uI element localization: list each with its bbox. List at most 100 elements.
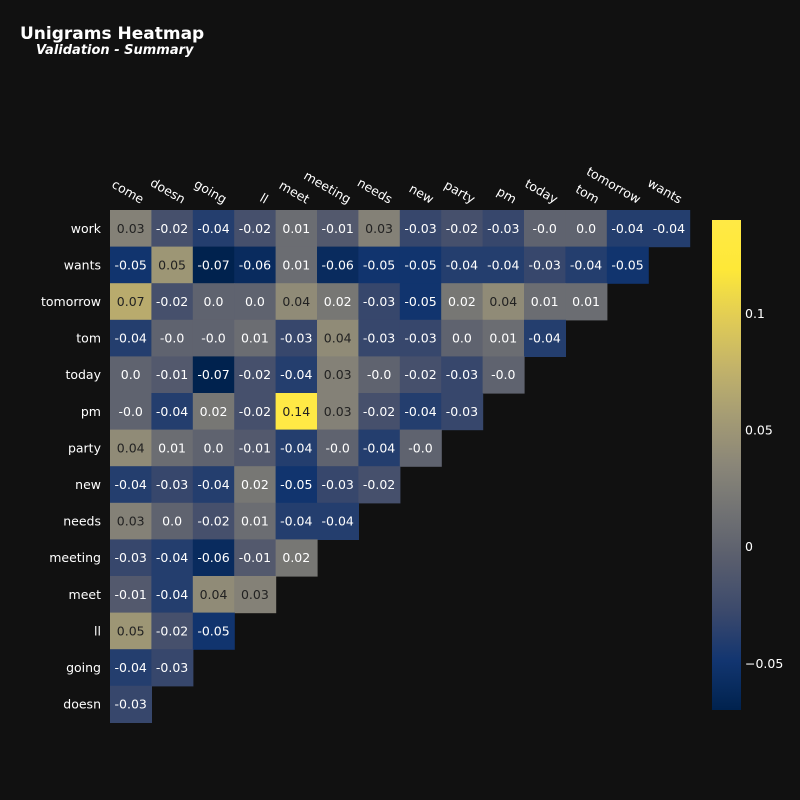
heatmap-cell: [317, 319, 359, 357]
cell-value-label: -0.02: [363, 477, 395, 492]
cell-value-label: -0.02: [156, 623, 188, 638]
heatmap-cell: [524, 210, 566, 248]
heatmap-cell: [151, 576, 194, 614]
cell-value-label: -0.02: [363, 404, 395, 419]
row-label: wants: [64, 257, 101, 272]
heatmap-cell: [110, 210, 152, 248]
heatmap-cell: [399, 356, 442, 394]
heatmap-cell: [192, 393, 235, 431]
heatmap-cell: [151, 356, 194, 394]
cell-value-label: -0.03: [529, 257, 561, 272]
heatmap-cell: [524, 283, 566, 321]
heatmap-cell: [192, 466, 235, 504]
cell-value-label: -0.04: [280, 367, 312, 382]
heatmap-cell: [192, 539, 235, 577]
heatmap-cell: [275, 246, 318, 284]
heatmap-cell: [110, 612, 152, 650]
cell-value-label: -0.03: [363, 294, 395, 309]
column-label: going: [192, 176, 230, 206]
row-label: today: [65, 367, 101, 382]
cell-value-label: 0.04: [489, 294, 517, 309]
cell-value-label: 0.03: [324, 404, 352, 419]
heatmap-cell: [317, 283, 359, 321]
cell-value-label: 0.0: [121, 367, 141, 382]
heatmap-cell: [151, 502, 194, 540]
row-label: meet: [69, 587, 102, 602]
heatmap-cell: [317, 502, 359, 540]
cell-value-label: -0.07: [197, 367, 229, 382]
cell-value-label: 0.04: [117, 440, 145, 455]
heatmap-cell: [234, 393, 277, 431]
heatmap-cell: [399, 393, 442, 431]
cell-value-label: 0.01: [489, 331, 517, 346]
cell-value-label: -0.01: [239, 440, 271, 455]
cell-value-label: 0.0: [162, 514, 182, 529]
heatmap-cell: [358, 283, 401, 321]
column-label: party: [442, 177, 479, 207]
cell-value-label: -0.03: [156, 477, 188, 492]
colorbar-tick-label: 0.1: [745, 306, 765, 321]
cell-value-label: -0.0: [491, 367, 515, 382]
row-label: doesn: [63, 697, 101, 712]
heatmap-cell: [358, 210, 401, 248]
cell-value-label: -0.04: [446, 257, 478, 272]
heatmap-cell: [482, 319, 525, 357]
cell-value-label: 0.02: [324, 294, 352, 309]
heatmap-cell: [317, 466, 359, 504]
heatmap-cell: [110, 576, 152, 614]
heatmap-cell: [234, 576, 277, 614]
heatmap-cell: [151, 283, 194, 321]
cell-value-label: 0.03: [117, 221, 145, 236]
cell-value-label: -0.04: [363, 440, 395, 455]
cell-value-label: -0.03: [280, 331, 312, 346]
cell-value-label: -0.0: [119, 404, 143, 419]
cell-value-label: 0.05: [117, 623, 145, 638]
heatmap-cell: [482, 210, 525, 248]
heatmap-cell: [441, 246, 484, 284]
cell-value-label: -0.0: [326, 440, 350, 455]
heatmap-cell: [275, 429, 318, 467]
heatmap-cell: [151, 539, 194, 577]
heatmap-cell: [151, 246, 194, 284]
cell-value-label: -0.02: [197, 514, 229, 529]
cell-value-label: 0.02: [241, 477, 269, 492]
cell-value-label: -0.03: [446, 367, 478, 382]
cell-value-label: -0.07: [197, 257, 229, 272]
cell-value-label: -0.0: [533, 221, 557, 236]
cell-value-label: -0.03: [115, 697, 147, 712]
heatmap-cell: [110, 685, 152, 723]
heatmap-cell: [399, 246, 442, 284]
cell-value-label: -0.06: [322, 257, 354, 272]
heatmap-cell: [234, 210, 277, 248]
cell-value-label: -0.04: [570, 257, 602, 272]
colorbar-tick-label: 0.05: [745, 423, 773, 438]
cell-value-label: -0.03: [446, 404, 478, 419]
cell-value-label: -0.02: [239, 221, 271, 236]
cell-value-label: 0.03: [117, 514, 145, 529]
heatmap-cell: [565, 210, 608, 248]
column-label: doesn: [148, 175, 188, 207]
cell-value-label: -0.04: [197, 221, 229, 236]
heatmap-cell: [110, 393, 152, 431]
column-label: new: [407, 181, 437, 207]
cell-value-label: -0.05: [404, 257, 436, 272]
cell-value-label: -0.02: [239, 404, 271, 419]
cell-value-label: 0.01: [572, 294, 600, 309]
cell-value-label: 0.14: [282, 404, 310, 419]
cell-value-label: 0.03: [241, 587, 269, 602]
cell-value-label: -0.02: [446, 221, 478, 236]
heatmap-cell: [151, 393, 194, 431]
column-label: ll: [257, 190, 271, 206]
heatmap-cell: [441, 283, 484, 321]
heatmap-cell: [192, 502, 235, 540]
heatmap-cell: [234, 319, 277, 357]
heatmap-cell: [317, 429, 359, 467]
cell-value-label: -0.04: [529, 331, 561, 346]
heatmap-cell: [192, 246, 235, 284]
heatmap-cell: [234, 502, 277, 540]
heatmap-cell: [648, 210, 691, 248]
heatmap-cell: [358, 319, 401, 357]
row-label: new: [75, 477, 101, 492]
cell-value-label: -0.05: [280, 477, 312, 492]
